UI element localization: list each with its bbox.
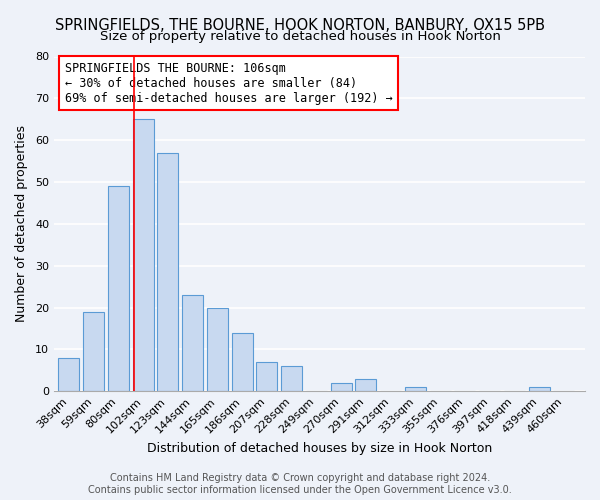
Bar bbox=[331, 383, 352, 391]
Text: SPRINGFIELDS, THE BOURNE, HOOK NORTON, BANBURY, OX15 5PB: SPRINGFIELDS, THE BOURNE, HOOK NORTON, B… bbox=[55, 18, 545, 32]
Bar bbox=[256, 362, 277, 391]
X-axis label: Distribution of detached houses by size in Hook Norton: Distribution of detached houses by size … bbox=[147, 442, 492, 455]
Bar bbox=[529, 387, 550, 391]
Bar bbox=[405, 387, 426, 391]
Text: Contains HM Land Registry data © Crown copyright and database right 2024.
Contai: Contains HM Land Registry data © Crown c… bbox=[88, 474, 512, 495]
Bar bbox=[281, 366, 302, 391]
Bar bbox=[207, 308, 228, 391]
Bar bbox=[108, 186, 129, 391]
Bar bbox=[355, 378, 376, 391]
Bar bbox=[133, 120, 154, 391]
Text: SPRINGFIELDS THE BOURNE: 106sqm
← 30% of detached houses are smaller (84)
69% of: SPRINGFIELDS THE BOURNE: 106sqm ← 30% of… bbox=[65, 62, 392, 104]
Bar bbox=[157, 152, 178, 391]
Bar bbox=[58, 358, 79, 391]
Bar bbox=[232, 332, 253, 391]
Text: Size of property relative to detached houses in Hook Norton: Size of property relative to detached ho… bbox=[100, 30, 500, 43]
Bar bbox=[83, 312, 104, 391]
Bar bbox=[182, 295, 203, 391]
Y-axis label: Number of detached properties: Number of detached properties bbox=[15, 126, 28, 322]
